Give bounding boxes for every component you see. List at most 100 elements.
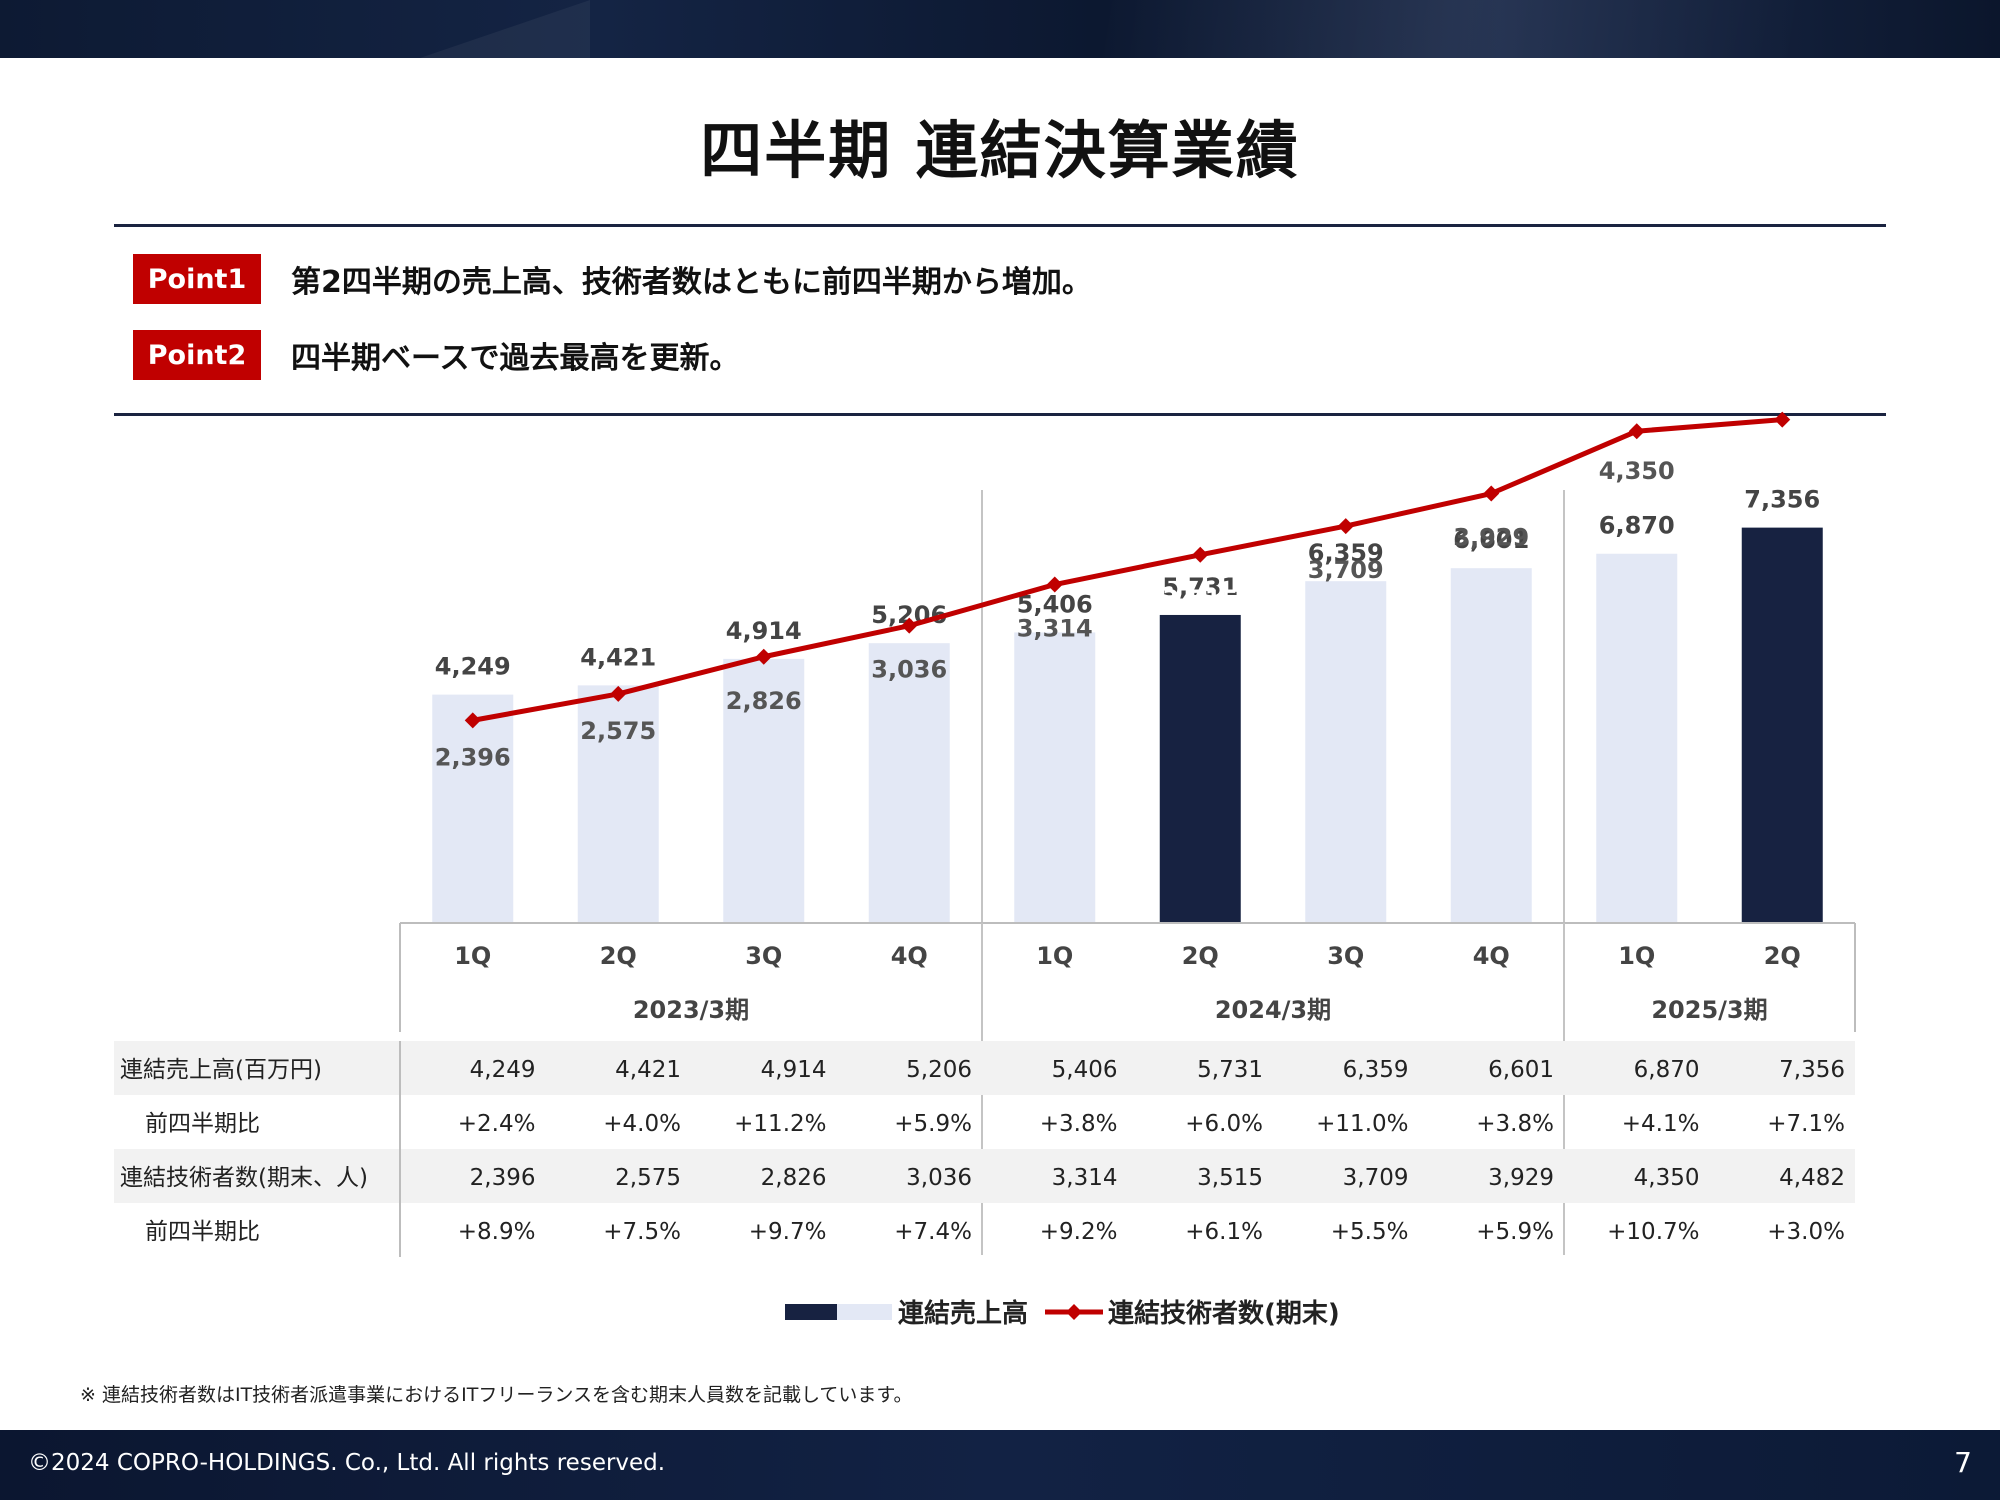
banner-decoration (1100, 0, 1800, 58)
table-cell: 4,350 (1634, 1165, 1700, 1191)
engineer-line (472, 417, 1783, 723)
banner-decoration (420, 0, 590, 58)
point-text: 四半期ベースで過去最高を更新。 (291, 341, 740, 376)
table-cell: +8.9% (458, 1219, 536, 1245)
table-cell: 3,515 (1197, 1165, 1263, 1191)
table-cell: +3.8% (1476, 1111, 1554, 1137)
line-value-label: 3,036 (871, 656, 947, 684)
bar (1450, 568, 1532, 923)
table-cell: +2.4% (458, 1111, 536, 1137)
x-tick-label: 4Q (1473, 942, 1510, 970)
table-cell: 6,601 (1488, 1057, 1554, 1083)
bar-value-label: 7,356 (1744, 486, 1820, 514)
line-value-label: 2,575 (580, 717, 656, 745)
bar (1305, 581, 1387, 923)
table-cell: +9.7% (749, 1219, 827, 1245)
table-cell: 4,914 (761, 1057, 827, 1083)
table-cell: 3,314 (1052, 1165, 1118, 1191)
table-cell: +11.0% (1316, 1111, 1408, 1137)
bar (1014, 632, 1096, 923)
table-cell: 4,249 (470, 1057, 536, 1083)
table-cell: +6.0% (1185, 1111, 1263, 1137)
legend-label: 連結売上高 (898, 1298, 1028, 1329)
line-marker (1192, 546, 1209, 563)
table-cell: 4,482 (1779, 1165, 1845, 1191)
x-tick-label: 2Q (1182, 942, 1219, 970)
table-cell: 2,826 (761, 1165, 827, 1191)
line-marker (1483, 485, 1500, 502)
bar-value-label: 5,406 (1017, 590, 1093, 618)
bar (1159, 614, 1241, 923)
x-tick-label: 1Q (1618, 942, 1655, 970)
table-cell: 5,731 (1197, 1057, 1263, 1083)
x-tick-label: 2Q (600, 942, 637, 970)
line-value-label: 3,314 (1017, 615, 1093, 643)
bar-value-label: 4,421 (580, 643, 656, 671)
table-cell: 3,929 (1488, 1165, 1554, 1191)
line-value-label: 3,929 (1453, 524, 1529, 552)
bar (432, 694, 514, 923)
point-badge: Point2 (133, 330, 261, 380)
bar (723, 658, 805, 923)
line-value-label: 4,350 (1599, 457, 1675, 485)
bar (868, 643, 950, 923)
table-cell: 2,396 (470, 1165, 536, 1191)
table-cell: +7.1% (1767, 1111, 1845, 1137)
period-label: 2024/3期 (1215, 996, 1331, 1024)
point-badge: Point1 (133, 254, 261, 304)
page-title: 四半期 連結決算業績 (700, 114, 1300, 187)
line-marker (1046, 576, 1063, 593)
table-cell: 3,709 (1343, 1165, 1409, 1191)
table-cell: +3.8% (1040, 1111, 1118, 1137)
legend-bar-swatch (785, 1304, 837, 1320)
table-cell: +6.1% (1185, 1219, 1263, 1245)
table-cell: +11.2% (734, 1111, 826, 1137)
line-value-label: 2,826 (726, 687, 802, 715)
table-cell: +5.9% (894, 1111, 972, 1137)
bar (1741, 527, 1823, 923)
table-cell: 7,356 (1779, 1057, 1845, 1083)
line-marker (901, 617, 918, 634)
top-banner (0, 0, 2000, 58)
table-cell: +4.1% (1622, 1111, 1700, 1137)
bar (1596, 553, 1678, 923)
table-cell: 6,359 (1343, 1057, 1409, 1083)
table-cell: 5,206 (906, 1057, 972, 1083)
table-cell: +3.0% (1767, 1219, 1845, 1245)
bar (577, 685, 659, 923)
line-marker (610, 685, 627, 702)
divider-top (114, 224, 1886, 227)
line-value-label: 3,709 (1308, 556, 1384, 584)
x-tick-label: 1Q (454, 942, 491, 970)
x-tick-label: 2Q (1764, 942, 1801, 970)
table-row-label: 連結技術者数(期末、人) (120, 1165, 368, 1191)
bar-value-label: 6,359 (1308, 539, 1384, 567)
copyright: ©2024 COPRO-HOLDINGS. Co., Ltd. All righ… (28, 1450, 666, 1476)
table-row-shade (114, 1041, 1855, 1095)
x-tick-label: 4Q (891, 942, 928, 970)
line-marker (464, 712, 481, 729)
page-number: 7 (1954, 1446, 1972, 1479)
footnote: ※ 連結技術者数はIT技術者派遣事業におけるITフリーランスを含む期末人員数を記… (80, 1384, 913, 1406)
point-row-2: Point2 四半期ベースで過去最高を更新。 (133, 330, 740, 380)
revenue-engineer-chart: 4,249 4,421 4,914 5,206 5,406 5,731 6,359 6,601… (114, 411, 1856, 1329)
footer: ©2024 COPRO-HOLDINGS. Co., Ltd. All righ… (0, 1430, 2000, 1500)
x-tick-label: 3Q (1327, 942, 1364, 970)
bar-value-label: 6,870 (1599, 512, 1675, 540)
point-row-1: Point1 第2四半期の売上高、技術者数はともに前四半期から増加。 (133, 254, 1092, 304)
period-label: 2023/3期 (633, 996, 749, 1024)
line-value-label: 3,515 (1162, 585, 1238, 613)
table-cell: +9.2% (1040, 1219, 1118, 1245)
line-value-label: 4,428 (1744, 443, 1820, 471)
line-marker (1337, 518, 1354, 535)
table-cell: +4.0% (603, 1111, 681, 1137)
table-cell: +7.4% (894, 1219, 972, 1245)
x-tick-label: 3Q (745, 942, 782, 970)
table-cell: 2,575 (615, 1165, 681, 1191)
bar-value-label: 4,914 (726, 617, 802, 645)
table-cell: 6,870 (1634, 1057, 1700, 1083)
legend-line-marker (1066, 1304, 1082, 1320)
period-label: 2025/3期 (1651, 996, 1767, 1024)
table-cell: +10.7% (1607, 1219, 1699, 1245)
legend-label: 連結技術者数(期末) (1108, 1298, 1340, 1329)
